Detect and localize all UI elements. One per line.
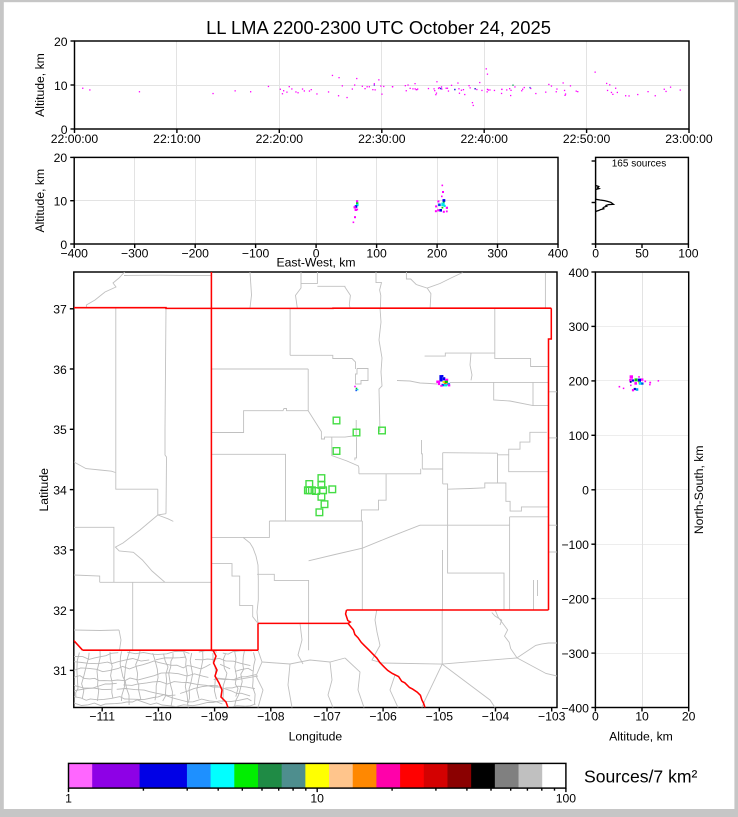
- svg-text:22:10:00: 22:10:00: [153, 132, 201, 146]
- svg-text:37: 37: [53, 303, 67, 317]
- svg-text:−300: −300: [561, 647, 589, 661]
- svg-text:36: 36: [53, 363, 67, 377]
- svg-text:−103: −103: [538, 710, 566, 724]
- svg-text:Longitude: Longitude: [289, 730, 343, 744]
- svg-text:100: 100: [556, 792, 577, 806]
- svg-text:−400: −400: [561, 701, 589, 715]
- svg-text:−300: −300: [121, 247, 149, 261]
- svg-text:−110: −110: [145, 710, 172, 724]
- svg-text:−100: −100: [561, 538, 589, 552]
- svg-text:North-South, km: North-South, km: [692, 445, 706, 534]
- svg-text:33: 33: [53, 544, 67, 558]
- svg-text:−111: −111: [89, 710, 115, 724]
- svg-text:100: 100: [678, 247, 699, 261]
- svg-text:0: 0: [60, 238, 67, 252]
- svg-text:Altitude, km: Altitude, km: [609, 730, 673, 744]
- svg-text:100: 100: [569, 429, 590, 443]
- svg-text:−100: −100: [242, 247, 270, 261]
- svg-text:50: 50: [635, 247, 649, 261]
- svg-text:10: 10: [54, 195, 68, 209]
- svg-text:22:20:00: 22:20:00: [256, 132, 304, 146]
- svg-text:−105: −105: [426, 710, 454, 724]
- svg-text:0: 0: [313, 247, 320, 261]
- svg-text:Altitude, km: Altitude, km: [33, 169, 47, 233]
- svg-text:165 sources: 165 sources: [612, 159, 666, 170]
- svg-text:34: 34: [53, 483, 67, 497]
- svg-text:22:40:00: 22:40:00: [460, 132, 508, 146]
- svg-text:31: 31: [53, 664, 67, 678]
- svg-text:−109: −109: [201, 710, 229, 724]
- svg-text:−400: −400: [60, 247, 88, 261]
- svg-text:0: 0: [582, 484, 589, 498]
- svg-text:−200: −200: [561, 592, 589, 606]
- svg-text:10: 10: [54, 79, 68, 93]
- svg-text:200: 200: [569, 375, 590, 389]
- svg-text:23:00:00: 23:00:00: [665, 132, 713, 146]
- svg-text:10: 10: [310, 792, 324, 806]
- svg-text:32: 32: [53, 604, 67, 618]
- svg-text:300: 300: [569, 320, 590, 334]
- svg-text:35: 35: [53, 423, 67, 437]
- svg-text:300: 300: [487, 247, 508, 261]
- svg-text:22:50:00: 22:50:00: [563, 132, 611, 146]
- svg-text:0: 0: [592, 247, 599, 261]
- svg-text:10: 10: [635, 710, 649, 724]
- svg-text:−108: −108: [257, 710, 285, 724]
- svg-text:22:30:00: 22:30:00: [358, 132, 406, 146]
- svg-text:0: 0: [61, 123, 68, 137]
- svg-text:0: 0: [592, 710, 599, 724]
- svg-text:−107: −107: [313, 710, 341, 724]
- svg-text:20: 20: [682, 710, 696, 724]
- svg-text:Sources/7 km²: Sources/7 km²: [584, 767, 698, 787]
- svg-text:−104: −104: [482, 710, 510, 724]
- svg-text:Altitude, km: Altitude, km: [33, 53, 47, 117]
- svg-text:22:00:00: 22:00:00: [51, 132, 99, 146]
- svg-text:100: 100: [366, 247, 387, 261]
- svg-text:400: 400: [548, 247, 569, 261]
- svg-text:20: 20: [54, 151, 68, 165]
- svg-text:East-West, km: East-West, km: [276, 256, 355, 270]
- svg-text:−200: −200: [181, 247, 209, 261]
- svg-text:20: 20: [54, 35, 68, 49]
- svg-text:1: 1: [65, 792, 72, 806]
- svg-text:−106: −106: [369, 710, 397, 724]
- svg-text:Latitude: Latitude: [37, 468, 51, 512]
- svg-text:200: 200: [427, 247, 448, 261]
- svg-text:400: 400: [569, 266, 590, 280]
- svg-text:LL LMA 2200-2300 UTC October 2: LL LMA 2200-2300 UTC October 24, 2025: [206, 17, 551, 38]
